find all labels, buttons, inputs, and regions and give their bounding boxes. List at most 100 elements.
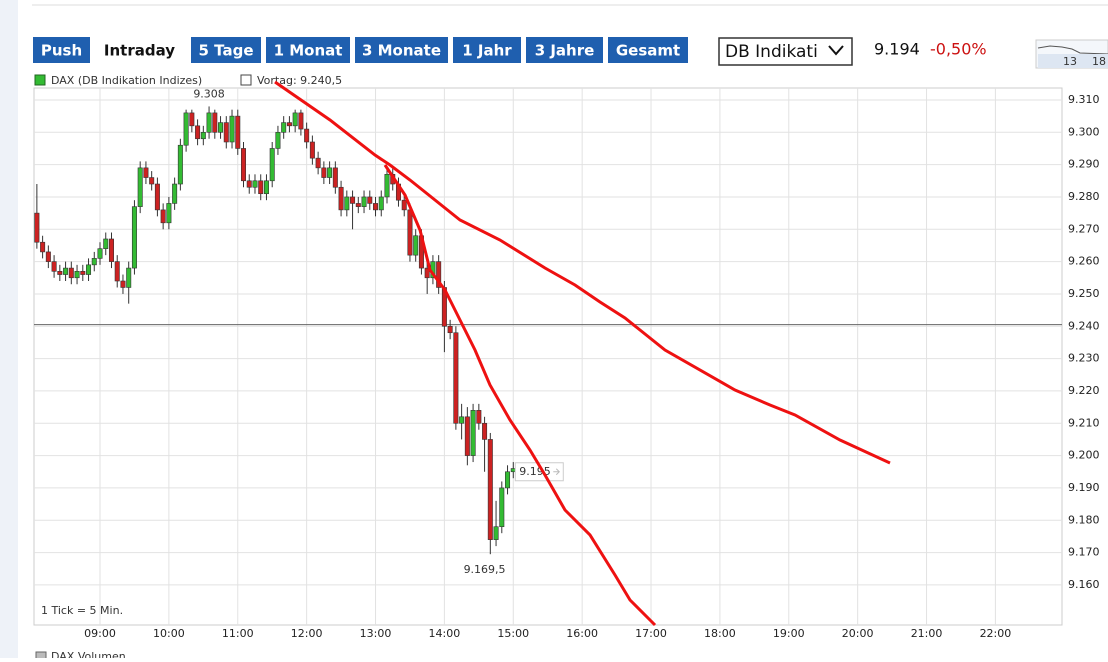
tab-label: 3 Monate [362,42,441,60]
tab[interactable] [266,37,350,63]
candle-body [223,122,229,143]
candle-body [327,167,333,178]
x-tick-label: 15:00 [497,627,529,640]
x-tick-label: 18:00 [704,627,736,640]
candle-body [57,271,63,275]
candle-body [286,122,292,127]
candle-body [384,174,390,198]
x-tick-label: 14:00 [429,627,461,640]
tab-label: 1 Monat [274,42,343,60]
candle-body [263,180,269,195]
tab[interactable] [191,37,261,63]
candle-body [114,261,120,282]
x-tick-label: 20:00 [842,627,874,640]
y-tick-label: 9.260 [1068,255,1100,268]
y-tick-label: 9.230 [1068,352,1100,365]
candle-body [86,264,92,275]
tab[interactable] [355,37,448,63]
candle-body [332,167,338,188]
candle-body [91,258,97,266]
x-tick-label: 17:00 [635,627,667,640]
y-tick-label: 9.220 [1068,384,1100,397]
candle-body [195,125,201,140]
y-tick-label: 9.160 [1068,578,1100,591]
tab-label: Gesamt [616,42,680,60]
candle-body [189,112,195,127]
candle-body [309,141,315,159]
thumbnail-label: 18 [1092,55,1106,68]
x-tick-label: 12:00 [291,627,323,640]
thumbnail[interactable]: 13 18 [1035,39,1108,69]
candle-body [482,422,488,440]
x-tick-label: 11:00 [222,627,254,640]
candle-body [413,235,419,256]
candle-body [470,410,476,456]
side-strip [0,0,18,658]
quote-change: -0,50% [930,40,987,59]
candle-body [355,203,361,207]
dropdown-label: DB Indikati [725,42,818,62]
candle-body [505,471,511,489]
legend-label: Vortag: 9.240,5 [257,74,342,87]
y-tick-label: 9.210 [1068,416,1100,429]
low-label: 9.169,5 [464,563,506,576]
candle-body [40,241,46,253]
tab[interactable] [608,37,688,63]
legend-swatch [240,74,252,86]
tab-label: Push [41,42,82,60]
candle-body [131,206,137,269]
candle-body [258,180,264,195]
x-tick-label: 13:00 [360,627,392,640]
tab-label: Intraday [104,42,175,60]
candle-body [281,122,287,133]
candle-body [459,416,465,424]
plot: 9.160 9.170 9.180 9.190 9.200 9.210 9.220 9.230… [33,87,1100,640]
tab[interactable] [453,37,521,63]
y-tick-label: 9.190 [1068,481,1100,494]
candle-body [292,112,298,127]
candle-body [350,196,356,204]
candle-body [269,148,275,182]
candle-body [464,416,470,456]
candle-body [298,112,304,130]
candle-body [453,332,459,424]
y-tick-label: 9.170 [1068,546,1100,559]
y-tick-label: 9.180 [1068,513,1100,526]
candle-body [68,267,74,279]
candle-body [177,144,183,185]
candle-body [183,112,189,146]
candle-body [229,115,235,143]
legend-swatch [35,651,47,662]
y-tick-label: 9.280 [1068,190,1100,203]
candle-body [212,112,218,133]
dropdown-arrow [828,45,844,56]
candle-body [120,280,126,288]
tab[interactable] [526,37,603,63]
candle-body [367,196,373,204]
candle-body [74,271,80,279]
candle-body [108,238,114,262]
candle-body [218,122,224,133]
candle-body [499,487,505,528]
y-tick-label: 9.270 [1068,222,1100,235]
dropdown[interactable] [718,37,853,66]
quote-price: 9.194 [874,40,920,59]
candle-body [45,251,51,262]
candle-body [275,131,281,149]
legend-swatch [34,74,46,86]
tab[interactable] [93,37,186,63]
candle-body [63,267,69,275]
thumbnail-line [1037,45,1108,55]
candle-body [436,261,442,288]
tab[interactable] [33,37,90,63]
tab-label: 3 Jahre [535,42,595,60]
candle-body [424,267,430,279]
candle-body [143,167,149,178]
last-label-arrow [553,468,560,476]
candle-body [321,167,327,178]
candle-body [154,183,160,211]
candle-body [51,261,57,272]
x-tick-label: 21:00 [911,627,943,640]
tick-note: 1 Tick = 5 Min. [41,604,123,617]
